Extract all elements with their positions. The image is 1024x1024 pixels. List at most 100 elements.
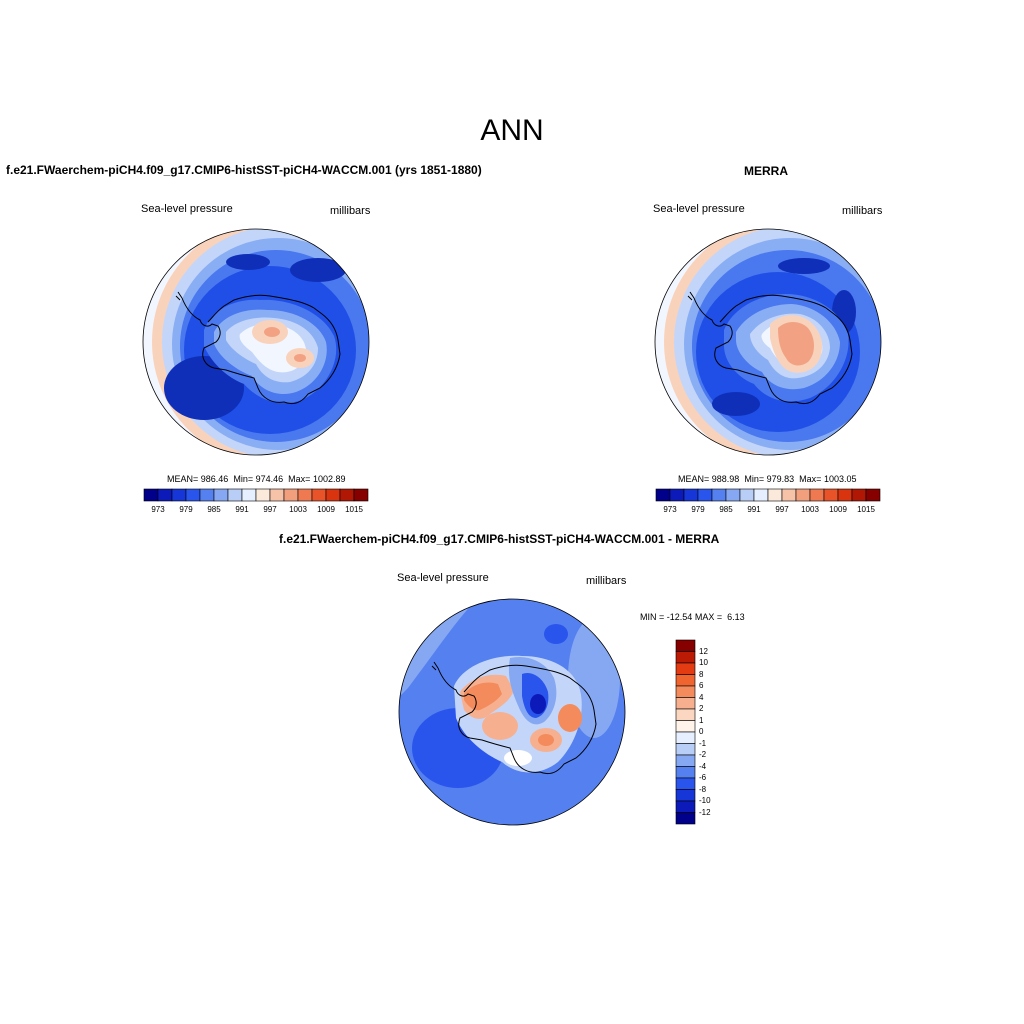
model-min-label: Min= <box>233 474 254 484</box>
model-colorbar-tick: 985 <box>207 505 221 514</box>
diff-colorbar-tick: -2 <box>699 750 707 759</box>
obs-panel-title: MERRA <box>744 164 788 178</box>
diff-stats: MIN = -12.54 MAX = 6.13 <box>640 612 745 622</box>
model-stats: MEAN= 986.46 Min= 974.46 Max= 1002.89 <box>167 474 345 484</box>
diff-colorbar-tick: -6 <box>699 773 707 782</box>
diff-colorbar-box <box>675 789 696 802</box>
model-max-value: 1002.89 <box>312 474 346 484</box>
diff-max-value: 6.13 <box>727 612 745 622</box>
diff-colorbar-box <box>675 743 696 756</box>
obs-colorbar-box <box>865 488 881 502</box>
model-colorbar-tick: 973 <box>151 505 165 514</box>
diff-colorbar-box <box>675 662 696 675</box>
obs-colorbar-tick: 997 <box>775 505 789 514</box>
obs-colorbar-box <box>781 488 797 502</box>
model-colorbar-box <box>353 488 369 502</box>
obs-colorbar-tick: 1003 <box>801 505 819 514</box>
diff-colorbar-tick: 8 <box>699 669 704 679</box>
obs-polar-map <box>654 228 882 456</box>
model-colorbar-tick: 1009 <box>317 505 335 514</box>
model-colorbar-tick: 1015 <box>345 505 363 514</box>
obs-max-value: 1003.05 <box>823 474 857 484</box>
diff-colorbar-tick: 12 <box>699 646 708 656</box>
obs-colorbar-tick: 991 <box>747 505 761 514</box>
diff-colorbar-tick: 2 <box>699 704 704 713</box>
diff-colorbar-box <box>675 812 696 825</box>
model-mean-label: MEAN= <box>167 474 199 484</box>
diff-colorbar-box <box>675 731 696 744</box>
model-colorbar-tick: 991 <box>235 505 249 514</box>
model-colorbar-box <box>269 488 285 502</box>
model-colorbar-box <box>325 488 341 502</box>
obs-mean-label: MEAN= <box>678 474 710 484</box>
diff-colorbar-box <box>675 651 696 664</box>
obs-colorbar-box <box>795 488 811 502</box>
obs-colorbar-box <box>655 488 671 502</box>
diff-colorbar-box <box>675 720 696 733</box>
diff-colorbar-tick: -4 <box>699 761 707 771</box>
model-colorbar-box <box>227 488 243 502</box>
obs-variable-label: Sea-level pressure <box>653 203 745 215</box>
diff-variable-label: Sea-level pressure <box>397 572 489 584</box>
obs-colorbar-box <box>851 488 867 502</box>
model-variable-label: Sea-level pressure <box>141 203 233 215</box>
diff-colorbar-box <box>675 800 696 813</box>
obs-colorbar <box>655 488 881 502</box>
model-panel-title: f.e21.FWaerchem-piCH4.f09_g17.CMIP6-hist… <box>6 163 482 177</box>
obs-colorbar-box <box>711 488 727 502</box>
model-colorbar-tick: 979 <box>179 505 193 514</box>
model-colorbar-box <box>185 488 201 502</box>
diff-colorbar-tick: 4 <box>699 692 704 702</box>
obs-min-value: 979.83 <box>766 474 795 484</box>
diff-colorbar-tick: -12 <box>699 807 711 817</box>
diff-units-label: millibars <box>586 575 627 587</box>
obs-colorbar-box <box>669 488 685 502</box>
obs-colorbar-box <box>767 488 783 502</box>
diff-colorbar <box>675 639 696 825</box>
diff-panel-title: f.e21.FWaerchem-piCH4.f09_g17.CMIP6-hist… <box>279 532 720 546</box>
model-colorbar-box <box>339 488 355 502</box>
diff-min-label: MIN = <box>640 612 665 622</box>
obs-colorbar-tick: 985 <box>719 505 733 514</box>
diff-colorbar-tick: 10 <box>699 658 708 667</box>
obs-colorbar-box <box>823 488 839 502</box>
model-colorbar-box <box>143 488 159 502</box>
diff-colorbar-tick: -10 <box>699 796 711 805</box>
diff-colorbar-tick: -8 <box>699 784 707 794</box>
diff-colorbar-tick: -1 <box>699 738 707 748</box>
diff-colorbar-box <box>675 777 696 790</box>
obs-colorbar-tick: 979 <box>691 505 705 514</box>
obs-colorbar-box <box>683 488 699 502</box>
model-colorbar-box <box>255 488 271 502</box>
obs-colorbar-tick: 1015 <box>857 505 875 514</box>
diff-polar-map <box>398 598 626 826</box>
model-max-label: Max= <box>288 474 311 484</box>
diff-colorbar-box <box>675 766 696 779</box>
obs-colorbar-box <box>725 488 741 502</box>
obs-colorbar-tick: 973 <box>663 505 677 514</box>
diff-max-label: MAX = <box>694 612 723 622</box>
model-colorbar-box <box>297 488 313 502</box>
diff-colorbar-tick: 0 <box>699 727 704 736</box>
diff-colorbar-box <box>675 708 696 721</box>
model-colorbar-box <box>199 488 215 502</box>
model-min-value: 974.46 <box>255 474 284 484</box>
obs-colorbar-box <box>809 488 825 502</box>
model-colorbar-box <box>311 488 327 502</box>
obs-colorbar-box <box>837 488 853 502</box>
obs-mean-value: 988.98 <box>711 474 740 484</box>
model-colorbar-tick: 1003 <box>289 505 307 514</box>
model-colorbar-box <box>213 488 229 502</box>
obs-stats: MEAN= 988.98 Min= 979.83 Max= 1003.05 <box>678 474 856 484</box>
obs-colorbar-box <box>753 488 769 502</box>
model-colorbar-box <box>283 488 299 502</box>
model-colorbar-box <box>171 488 187 502</box>
obs-colorbar-box <box>739 488 755 502</box>
model-polar-map <box>142 228 370 456</box>
diff-colorbar-box <box>675 754 696 767</box>
diff-colorbar-box <box>675 685 696 698</box>
obs-colorbar-tick: 1009 <box>829 505 847 514</box>
model-colorbar <box>143 488 369 502</box>
model-colorbar-box <box>157 488 173 502</box>
obs-units-label: millibars <box>842 205 883 217</box>
